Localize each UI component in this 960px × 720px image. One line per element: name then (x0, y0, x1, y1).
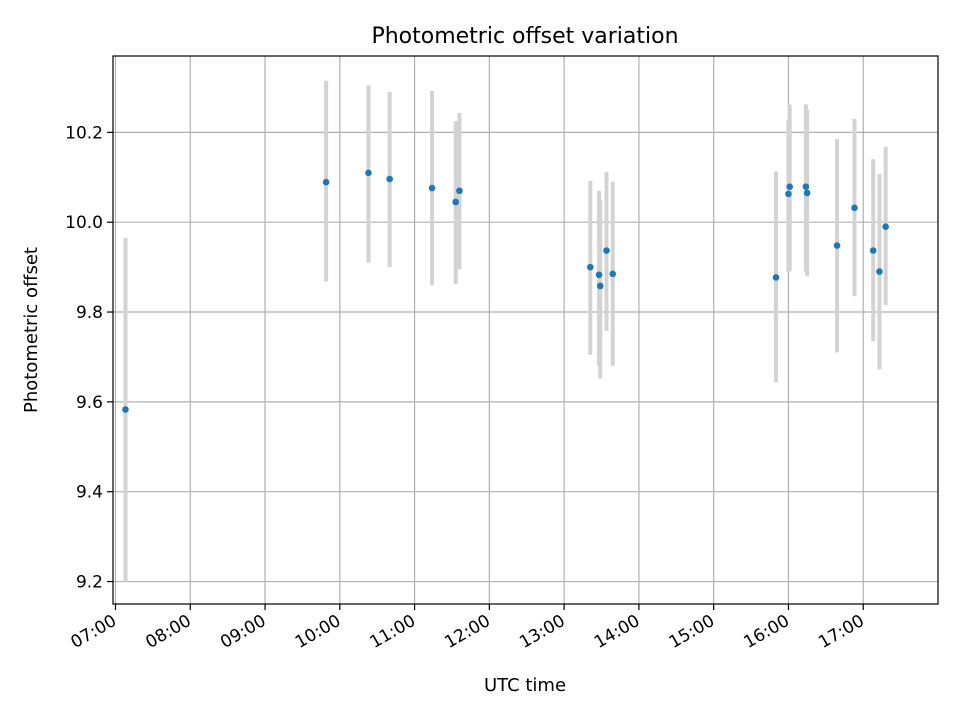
data-points (122, 169, 889, 413)
data-point (869, 247, 877, 254)
data-point (456, 187, 463, 195)
data-point (428, 184, 436, 192)
x-tick-label: 16:00 (741, 611, 793, 653)
data-point (882, 223, 889, 230)
y-tick-label: 10.2 (65, 123, 103, 143)
x-axis-ticks: 07:00 08:00 09:00 10:00 11:00 12:00 13:00 14:00… (68, 604, 868, 653)
y-axis-ticks: 9.2 9.4 9.6 9.8 10.0 10.2 (65, 123, 113, 593)
x-tick-label: 08:00 (142, 611, 194, 653)
data-point (587, 263, 594, 271)
x-tick-label: 11:00 (367, 611, 419, 653)
error-bars (123, 80, 888, 582)
x-tick-label: 15:00 (666, 611, 718, 653)
data-point (803, 189, 811, 197)
x-tick-label: 17:00 (815, 611, 867, 653)
data-point (772, 274, 780, 281)
x-tick-label: 10:00 (292, 611, 344, 653)
plot-frame (112, 55, 939, 605)
data-point (322, 178, 330, 186)
data-point (596, 282, 604, 290)
data-point (876, 268, 883, 275)
data-point (595, 271, 603, 279)
data-point (386, 175, 393, 183)
x-tick-label: 12:00 (441, 611, 493, 653)
y-axis-label: Photometric offset (21, 247, 42, 413)
x-axis-label: UTC time (484, 675, 566, 696)
x-tick-label: 13:00 (516, 611, 568, 653)
y-tick-label: 9.8 (76, 303, 103, 323)
data-point (851, 204, 858, 212)
data-point (802, 183, 810, 191)
data-point (122, 406, 129, 413)
y-tick-label: 10.0 (65, 213, 103, 233)
x-tick-label: 07:00 (68, 611, 120, 653)
data-point (603, 247, 610, 254)
data-point (786, 183, 793, 191)
y-tick-label: 9.4 (76, 483, 103, 503)
data-point (609, 270, 617, 278)
grid-lines (113, 56, 938, 604)
x-tick-label: 14:00 (591, 611, 643, 653)
data-point (785, 190, 792, 198)
chart-title: Photometric offset variation (371, 24, 678, 49)
y-tick-label: 9.2 (76, 573, 103, 593)
data-point (365, 169, 372, 177)
data-point (833, 242, 841, 249)
data-point (452, 198, 460, 206)
y-tick-label: 9.6 (76, 393, 103, 413)
x-tick-label: 09:00 (217, 611, 269, 653)
